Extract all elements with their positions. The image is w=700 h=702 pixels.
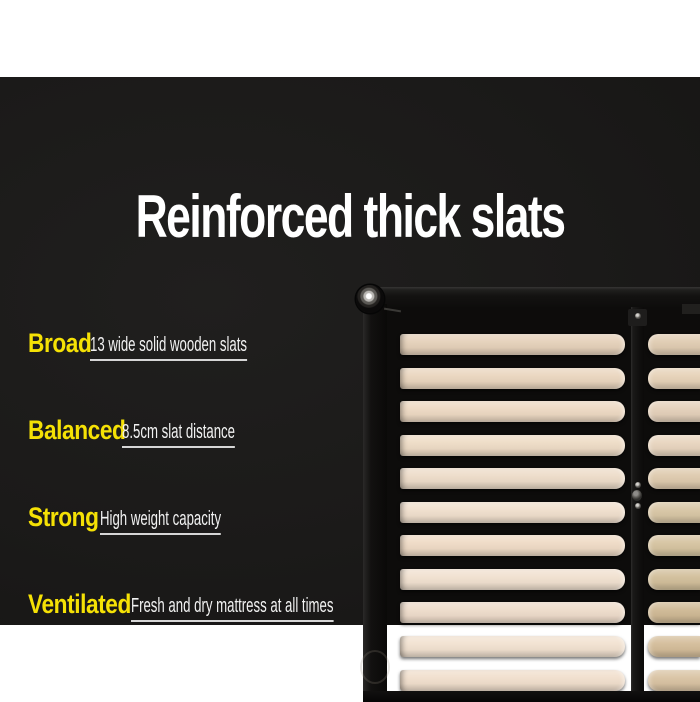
screw-icon: [635, 503, 641, 509]
feature-description: 8.5cm slat distance: [122, 421, 235, 448]
wooden-slat: [648, 468, 700, 490]
wooden-slat: [400, 401, 625, 423]
wooden-slat: [400, 635, 625, 657]
caster-wheel: [356, 285, 384, 313]
feature-row-broad: Broad 13 wide solid wooden slats: [28, 328, 388, 373]
dark-background-panel: Reinforced thick slats Broad 13 wide sol…: [0, 77, 700, 702]
feature-row-ventilated: Ventilated Fresh and dry mattress at all…: [28, 589, 388, 634]
feature-row-balanced: Balanced 8.5cm slat distance: [28, 415, 388, 460]
top-white-band: [0, 0, 700, 77]
feature-label: Broad: [28, 328, 92, 358]
wooden-slat: [648, 602, 700, 624]
bolt-knob-icon: [632, 490, 642, 501]
screw-icon: [635, 313, 641, 319]
feature-description: 13 wide solid wooden slats: [90, 334, 248, 361]
wooden-slat: [648, 401, 700, 423]
wooden-slat: [400, 367, 625, 389]
frame-left-rail: [363, 304, 387, 694]
wooden-slat: [648, 568, 700, 590]
wooden-slat: [400, 669, 625, 691]
wooden-slat: [648, 334, 700, 355]
feature-label: Balanced: [28, 415, 126, 445]
wooden-slat: [400, 602, 625, 624]
feature-description: Fresh and dry mattress at all times: [131, 595, 334, 622]
feature-row-strong: Strong High weight capacity: [28, 502, 388, 547]
wooden-slat: [648, 434, 700, 456]
frame-bottom-rail: [363, 691, 700, 702]
leg-bracket: [360, 650, 390, 684]
wooden-slat: [400, 501, 625, 523]
wooden-slat: [648, 367, 700, 389]
wooden-slat: [400, 568, 625, 590]
wooden-slat: [400, 535, 625, 557]
wooden-slat: [400, 434, 625, 456]
headline: Reinforced thick slats: [135, 183, 566, 250]
wooden-slat: [648, 635, 700, 657]
feature-label: Strong: [28, 502, 99, 532]
frame-top-rail-step: [682, 304, 700, 314]
wooden-slat: [648, 535, 700, 557]
feature-label: Ventilated: [28, 589, 131, 619]
wooden-slat: [400, 334, 625, 355]
wooden-slat: [648, 669, 700, 691]
screw-icon: [635, 482, 641, 488]
wooden-slat: [400, 468, 625, 490]
wooden-slat: [648, 501, 700, 523]
feature-description: High weight capacity: [100, 508, 222, 535]
bed-frame-photo: [350, 154, 700, 702]
frame-top-rail: [380, 287, 700, 307]
